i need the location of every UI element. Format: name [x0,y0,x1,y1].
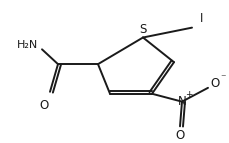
Text: I: I [199,12,203,25]
Text: H₂N: H₂N [17,40,38,50]
Text: O: O [175,129,184,142]
Text: O: O [39,99,48,112]
Text: N: N [177,95,185,108]
Text: S: S [139,23,146,36]
Text: +: + [184,90,192,99]
Text: ⁻: ⁻ [219,73,225,83]
Text: O: O [210,77,219,90]
